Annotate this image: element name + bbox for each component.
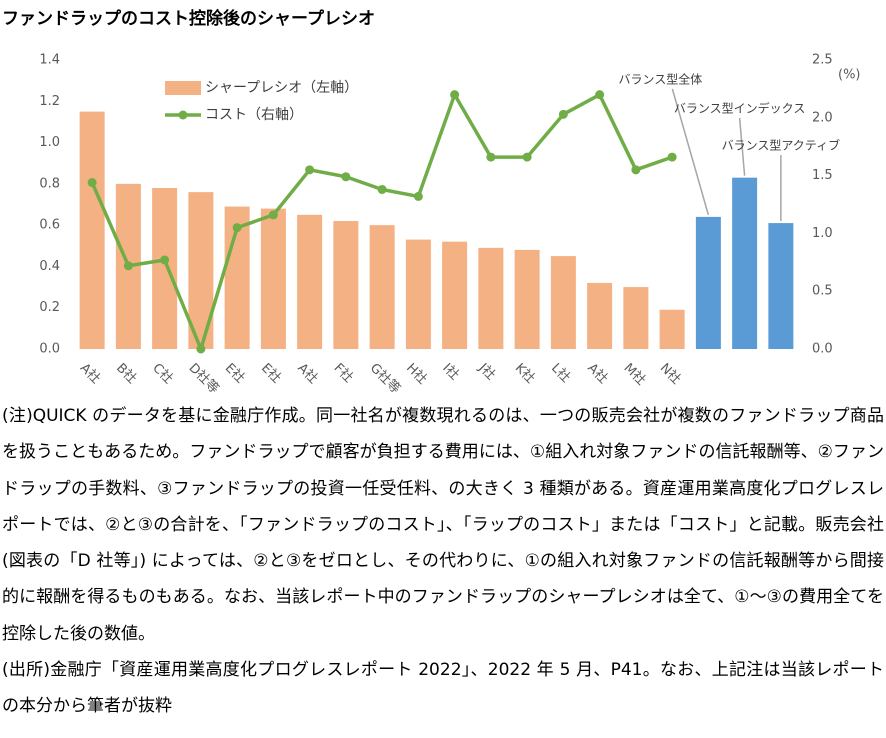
line-marker bbox=[87, 178, 97, 188]
bar bbox=[659, 309, 685, 349]
line-marker bbox=[305, 165, 315, 175]
line-marker bbox=[486, 152, 496, 162]
chart-title: ファンドラップのコスト控除後のシャープレシオ bbox=[2, 9, 375, 29]
source: (出所)金融庁「資産運用業高度化プログレスレポート 2022」、2022 年 5… bbox=[2, 660, 884, 717]
chart: 0.0 0.2 0.4 0.6 0.8 1.0 1.2 1.4 0.0 0.5 1.0 1.5 2.0 2… bbox=[39, 53, 861, 397]
x-tick-label: K社 bbox=[512, 360, 539, 387]
line-marker bbox=[631, 165, 641, 175]
line-marker bbox=[232, 223, 242, 233]
line-marker bbox=[268, 210, 278, 220]
annotation: バランス型全体 bbox=[618, 72, 702, 87]
legend-swatch bbox=[178, 110, 188, 120]
line-marker bbox=[558, 109, 568, 119]
bar bbox=[514, 249, 540, 349]
legend-swatch bbox=[165, 81, 201, 95]
bar bbox=[732, 177, 758, 349]
bar bbox=[333, 221, 359, 349]
x-tick-label: B社 bbox=[113, 360, 140, 387]
x-tick-label: M社 bbox=[621, 360, 649, 388]
x-tick-label: F社 bbox=[331, 360, 357, 386]
bar bbox=[152, 187, 178, 349]
y2-tick-label: 0.0 bbox=[812, 342, 833, 357]
x-tick-label: I社 bbox=[439, 360, 462, 383]
y-tick-label: 0.0 bbox=[39, 342, 60, 357]
y2-tick-label: 2.0 bbox=[812, 110, 833, 125]
annotation-leader bbox=[671, 88, 710, 216]
x-tick-label: A社 bbox=[584, 360, 611, 387]
x-tick-label: C社 bbox=[149, 360, 176, 387]
annotation: バランス型インデックス bbox=[674, 101, 805, 116]
note: (注)QUICK のデータを基に金融庁作成。同一社名が複数現れるのは、一つの販売… bbox=[2, 406, 884, 644]
y2-tick-label: 0.5 bbox=[812, 284, 833, 299]
x-tick-label: E社 bbox=[222, 360, 248, 386]
bar bbox=[768, 223, 794, 349]
y-tick-label: 0.6 bbox=[39, 218, 60, 233]
x-tick-label: L社 bbox=[548, 360, 574, 386]
line-marker bbox=[341, 172, 351, 182]
x-tick-label: G社等 bbox=[367, 360, 404, 397]
x-tick-label: H社 bbox=[403, 360, 430, 387]
bar bbox=[695, 216, 721, 349]
bar bbox=[442, 241, 468, 349]
line-marker bbox=[450, 90, 460, 100]
legend-label: シャープレシオ（左軸） bbox=[205, 80, 358, 96]
annotation-leader bbox=[738, 117, 746, 176]
line-marker bbox=[667, 152, 677, 162]
x-tick-label: A社 bbox=[77, 360, 104, 387]
x-tick-label: J社 bbox=[475, 359, 499, 383]
x-tick-label: N社 bbox=[657, 360, 684, 387]
y2-tick-label: 1.0 bbox=[812, 226, 833, 241]
bar bbox=[79, 111, 105, 349]
y-tick-label: 1.2 bbox=[39, 94, 60, 109]
x-tick-label: E社 bbox=[258, 360, 284, 386]
bar bbox=[478, 247, 504, 349]
bar bbox=[369, 225, 395, 349]
y2-tick-label: 2.5 bbox=[812, 53, 833, 68]
x-tick-label: A社 bbox=[294, 360, 321, 387]
bar bbox=[405, 239, 431, 349]
line-marker bbox=[377, 184, 387, 194]
line-marker bbox=[123, 261, 133, 271]
x-tick-label: D社等 bbox=[186, 360, 223, 397]
bar bbox=[550, 256, 576, 349]
annotation: バランス型アクティブ bbox=[722, 138, 840, 153]
y2-tick-label: 1.5 bbox=[812, 168, 833, 183]
legend-label: コスト（右軸） bbox=[205, 107, 303, 123]
y-tick-label: 0.8 bbox=[39, 176, 60, 191]
line-marker bbox=[522, 152, 532, 162]
line-marker bbox=[160, 255, 170, 265]
bar bbox=[587, 282, 613, 349]
y-tick-label: 1.0 bbox=[39, 135, 60, 150]
line-marker bbox=[595, 90, 605, 100]
bar bbox=[260, 208, 286, 349]
y-tick-label: 0.4 bbox=[39, 259, 60, 274]
y2-axis-label: (%) bbox=[838, 68, 861, 83]
y-tick-label: 1.4 bbox=[39, 53, 60, 68]
bar bbox=[297, 214, 323, 349]
line-marker bbox=[413, 191, 423, 201]
notes: (注)QUICK のデータを基に金融庁作成。同一社名が複数現れるのは、一つの販売… bbox=[2, 398, 884, 725]
y-tick-label: 0.2 bbox=[39, 300, 60, 315]
line-marker bbox=[196, 344, 206, 354]
bar bbox=[623, 287, 649, 349]
